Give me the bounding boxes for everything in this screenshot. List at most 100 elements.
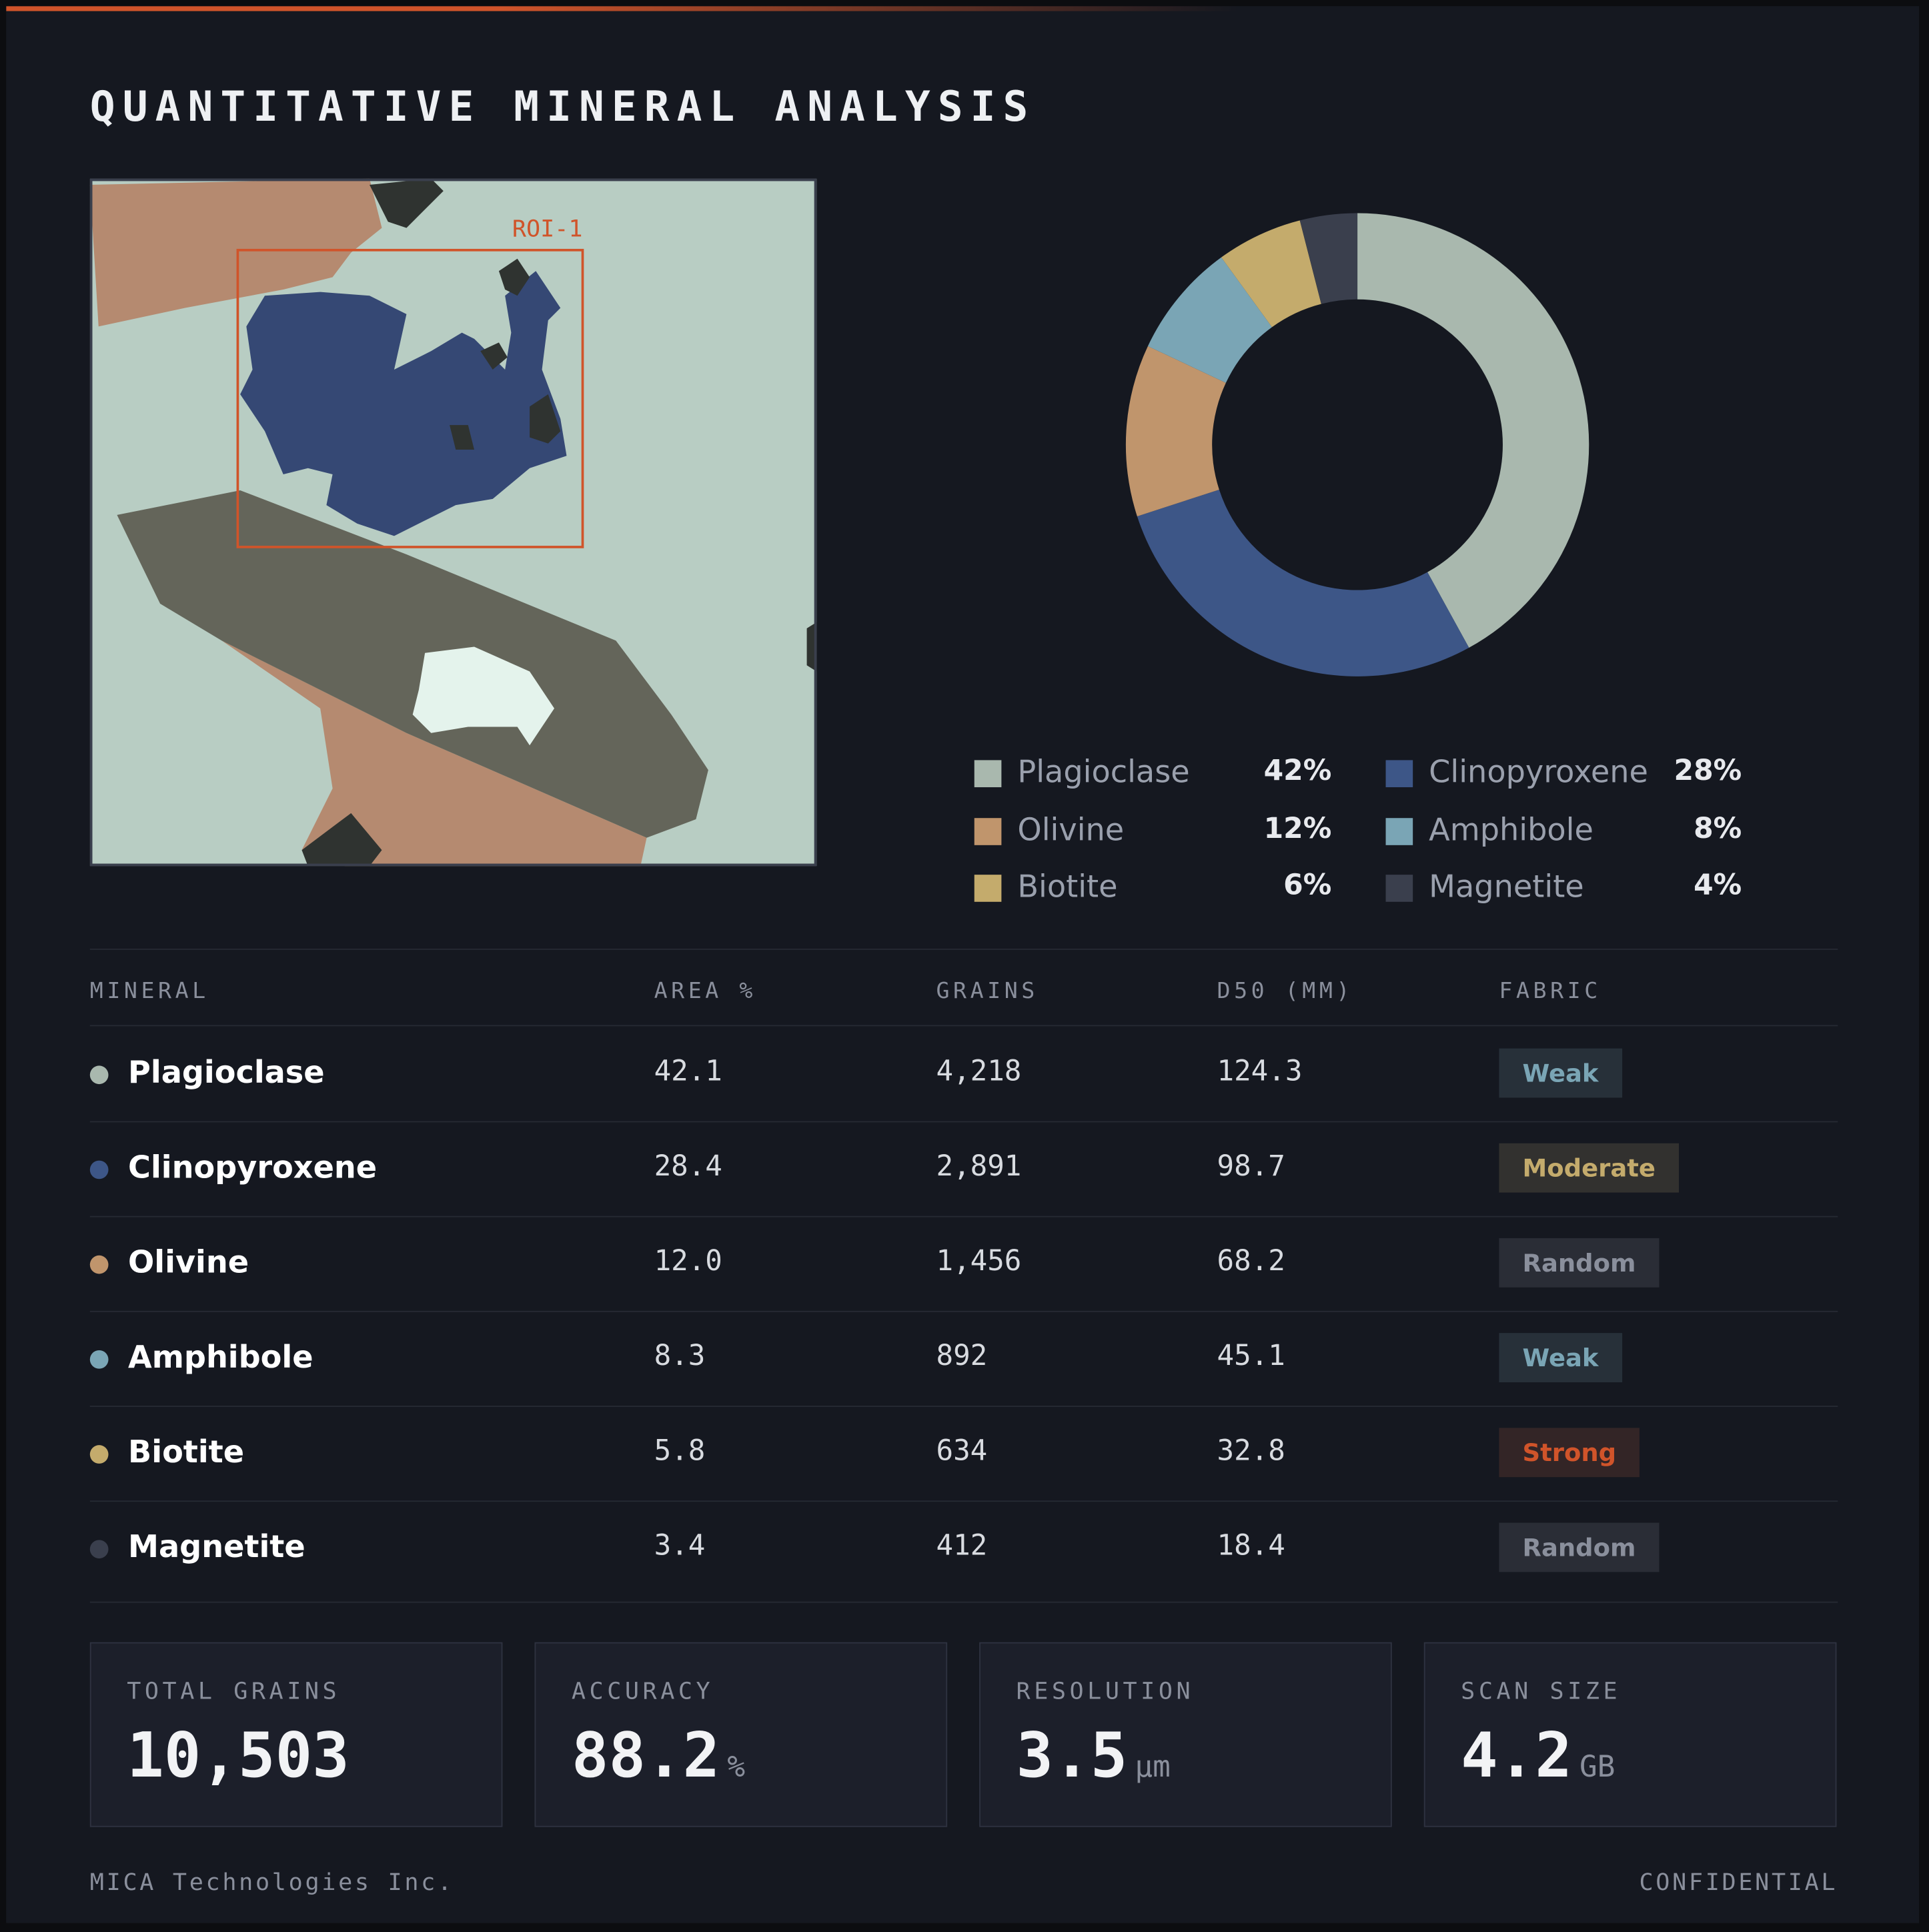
clinopyroxene-grain	[240, 271, 567, 536]
cell: 2,891	[936, 1150, 1022, 1183]
column-header: MINERAL	[89, 978, 209, 1005]
cell: 68.2	[1217, 1246, 1285, 1278]
mineral-name: Olivine	[128, 1244, 249, 1280]
stat-value: 4.2 GB	[1461, 1720, 1615, 1791]
magnetite-grain	[498, 258, 530, 296]
stat-card: RESOLUTION 3.5 µm	[979, 1642, 1392, 1827]
stat-label: SCAN SIZE	[1461, 1678, 1622, 1705]
cell: 28.4	[654, 1150, 722, 1183]
magnetite-grain	[301, 813, 382, 867]
stat-label: ACCURACY	[571, 1678, 714, 1705]
donut-segment	[1137, 489, 1469, 676]
mineral-map: ROI-1	[89, 178, 817, 867]
stat-value: 88.2%	[572, 1720, 745, 1791]
mineral-name: Amphibole	[128, 1339, 313, 1375]
cell: 412	[936, 1530, 988, 1562]
cell: 124.3	[1217, 1055, 1303, 1088]
donut-chart	[1125, 213, 1589, 676]
mineral-name: Biotite	[128, 1434, 245, 1470]
cell: 5.8	[654, 1435, 706, 1468]
legend-value: 12%	[1263, 813, 1332, 845]
fabric-tag: Strong	[1499, 1428, 1640, 1478]
roi-box	[236, 249, 584, 548]
stat-number: 88.2	[571, 1719, 720, 1792]
stat-label: TOTAL GRAINS	[127, 1678, 341, 1705]
olivine-grain	[221, 640, 647, 867]
accent-line	[6, 6, 1238, 11]
cell: 45.1	[1217, 1340, 1285, 1373]
cell: 42.1	[654, 1055, 722, 1088]
column-header: FABRIC	[1499, 978, 1601, 1005]
magnetite-grain	[480, 342, 508, 370]
divider	[89, 1025, 1838, 1027]
stat-unit: µm	[1135, 1749, 1171, 1785]
roi-label: ROI-1	[512, 215, 583, 243]
row-dot	[89, 1350, 109, 1369]
mineral-name: Magnetite	[128, 1528, 305, 1565]
divider	[89, 1216, 1838, 1218]
legend-label: Olivine	[1017, 811, 1125, 848]
legend-label: Clinopyroxene	[1429, 754, 1648, 790]
legend-swatch	[1385, 760, 1413, 788]
column-header: D50 (MM)	[1217, 978, 1353, 1005]
divider	[89, 1310, 1838, 1312]
cell: 1,456	[936, 1246, 1022, 1278]
legend-label: Amphibole	[1429, 811, 1593, 848]
legend-swatch	[974, 760, 1002, 788]
cell: 3.4	[654, 1530, 706, 1562]
legend-swatch	[974, 818, 1002, 845]
stat-card: SCAN SIZE 4.2 GB	[1423, 1642, 1837, 1827]
legend-value: 28%	[1674, 755, 1742, 788]
row-dot	[89, 1160, 109, 1179]
stat-label: RESOLUTION	[1016, 1678, 1195, 1705]
stat-card: TOTAL GRAINS 10,503	[89, 1642, 503, 1827]
stat-value: 10,503	[127, 1720, 350, 1791]
legend-label: Plagioclase	[1017, 754, 1190, 790]
magnetite-grains	[301, 178, 817, 867]
legend-label: Biotite	[1017, 868, 1118, 905]
divider	[89, 1406, 1838, 1407]
fabric-tag: Random	[1499, 1238, 1660, 1288]
legend-label: Magnetite	[1429, 868, 1584, 905]
fabric-tag: Weak	[1499, 1048, 1622, 1098]
stat-card: ACCURACY 88.2%	[534, 1642, 948, 1827]
cell: 4,218	[936, 1055, 1022, 1088]
row-dot	[89, 1445, 109, 1464]
fabric-tag: Random	[1499, 1522, 1660, 1572]
cell: 634	[936, 1435, 988, 1468]
panel: QUANTITATIVE MINERAL ANALYSIS ROI-1 Plag…	[6, 6, 1920, 1923]
magnetite-grain	[370, 178, 444, 228]
column-header: GRAINS	[936, 978, 1039, 1005]
stat-number: 3.5	[1016, 1719, 1128, 1792]
row-dot	[89, 1255, 109, 1274]
divider	[89, 948, 1838, 950]
legend-swatch	[1385, 818, 1413, 845]
olivine-grain	[89, 178, 382, 327]
mineral-name: Plagioclase	[128, 1054, 325, 1091]
donut-segment	[1221, 220, 1321, 328]
legend-value: 6%	[1283, 869, 1332, 902]
donut-segment	[1147, 257, 1272, 383]
cell: 8.3	[654, 1340, 706, 1373]
footer-left: MICA Technologies Inc.	[89, 1869, 454, 1897]
divider	[89, 1121, 1838, 1123]
donut-segment	[1125, 346, 1226, 516]
donut-segment	[1299, 213, 1358, 304]
column-header: AREA %	[654, 978, 756, 1005]
stat-unit: %	[727, 1749, 746, 1785]
stat-number: 4.2	[1461, 1719, 1572, 1792]
amphibole-grain	[117, 490, 708, 838]
footer-right: CONFIDENTIAL	[1639, 1869, 1838, 1897]
legend-swatch	[974, 875, 1002, 902]
legend-value: 4%	[1694, 869, 1742, 902]
stat-unit: GB	[1579, 1749, 1616, 1785]
legend-value: 42%	[1263, 755, 1332, 788]
magnetite-grain	[450, 425, 474, 450]
legend-swatch	[1385, 875, 1413, 902]
divider	[89, 1500, 1838, 1502]
row-dot	[89, 1065, 109, 1085]
fabric-tag: Weak	[1499, 1333, 1622, 1382]
stat-number: 10,503	[127, 1719, 350, 1792]
